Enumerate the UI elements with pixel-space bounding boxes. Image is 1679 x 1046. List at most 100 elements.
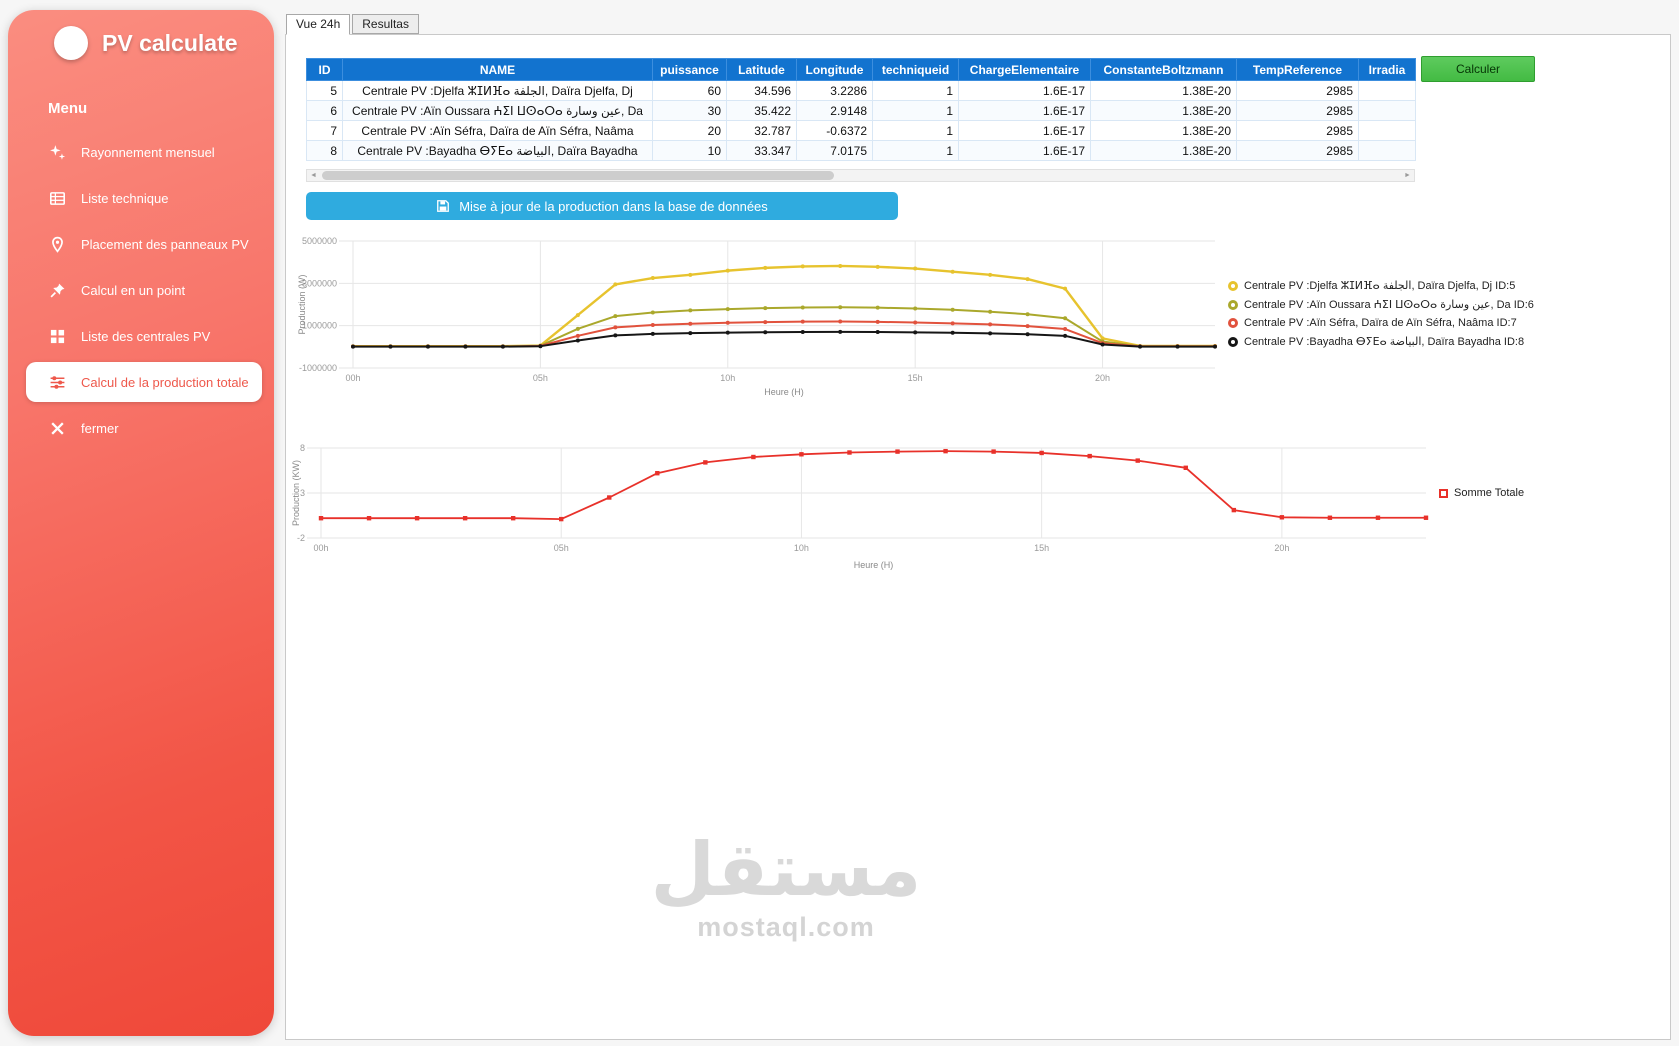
scroll-left-arrow-icon[interactable]: ◄ [310,172,317,179]
svg-text:15h: 15h [1034,543,1049,553]
column-header-longitude[interactable]: Longitude [796,58,873,81]
svg-text:-1000000: -1000000 [299,363,337,373]
table-cell: 1 [872,100,959,121]
table-row[interactable]: 6 Centrale PV :Aïn Oussara ⵄⵉⵏ ⵡⵙⴰⵔⴰ عين … [306,100,1416,121]
legend-item: Centrale PV :Bayadha ⴱⵢⴹⴰ البياضة, Daïra… [1228,335,1534,348]
sidebar-item-liste-des-centrales-pv[interactable]: Liste des centrales PV [8,313,274,359]
svg-text:10h: 10h [794,543,809,553]
sidebar-item-fermer[interactable]: fermer [8,405,274,451]
sidebar-item-calcul-de-la-production-totale[interactable]: Calcul de la production totale [26,362,262,402]
svg-text:8: 8 [300,443,305,453]
column-header-puissance[interactable]: puissance [652,58,727,81]
column-header-irradia[interactable]: Irradia [1358,58,1416,81]
table-horizontal-scrollbar[interactable]: ◄ ► [306,169,1415,182]
svg-text:Heure (H): Heure (H) [854,560,894,570]
table-cell: 5 [306,80,343,101]
table-cell [1358,100,1416,121]
table-cell: 1.38E-20 [1090,140,1237,161]
table-cell: 35.422 [726,100,797,121]
table-cell: 20 [652,120,727,141]
table-cell: 1.38E-20 [1090,80,1237,101]
table-row[interactable]: 5 Centrale PV :Djelfa ⵣⵊⵍⴼⴰ الجلفة, Daïra… [306,80,1416,101]
legend-label: Centrale PV :Djelfa ⵣⵊⵍⴼⴰ الجلفة, Daïra … [1244,280,1516,292]
table-cell: 1.38E-20 [1090,120,1237,141]
menu-header: Menu [48,100,88,117]
sidebar-item-calcul-en-un-point[interactable]: Calcul en un point [8,267,274,313]
svg-text:-2: -2 [297,533,305,543]
main-panel: ID NAME puissance Latitude Longitude techniqu… [285,34,1671,1040]
svg-text:20h: 20h [1274,543,1289,553]
svg-text:1000000: 1000000 [302,321,337,331]
sidebar-item-label: fermer [81,420,119,436]
svg-text:20h: 20h [1095,373,1110,383]
table-cell: 34.596 [726,80,797,101]
app-title: PV calculate [102,29,238,56]
table-cell: 60 [652,80,727,101]
table-cell [1358,80,1416,101]
table-cell: Centrale PV :Aïn Séfra, Daïra de Aïn Séf… [342,120,653,141]
tab-vue-24h[interactable]: Vue 24h [286,14,351,35]
sidebar-item-placement-des-panneaux-pv[interactable]: Placement des panneaux PV [8,221,274,267]
table-row[interactable]: 7 Centrale PV :Aïn Séfra, Daïra de Aïn Sé… [306,120,1416,141]
sidebar-item-rayonnement-mensuel[interactable]: Rayonnement mensuel [8,129,274,175]
column-header-chargeelementaire[interactable]: ChargeElementaire [958,58,1091,81]
centrales-table-wrap: ID NAME puissance Latitude Longitude techniqu… [306,58,1418,161]
pushpin-icon [48,282,66,299]
table-cell [1358,140,1416,161]
sliders-icon [48,374,66,391]
sidebar-menu: Rayonnement mensuel Liste technique Placem… [8,129,274,451]
table-cell: 1.38E-20 [1090,100,1237,121]
scrollbar-track[interactable] [320,170,1401,181]
table-cell: 32.787 [726,120,797,141]
watermark-arabic: مستقل [650,828,922,911]
circle-marker-icon [1228,336,1238,347]
svg-text:5000000: 5000000 [302,236,337,246]
svg-text:Production (W): Production (W) [297,274,307,334]
scrollbar-thumb[interactable] [322,171,834,180]
legend-label: Centrale PV :Aïn Séfra, Daïra de Aïn Séf… [1244,317,1517,329]
column-header-techniqueid[interactable]: techniqueid [872,58,959,81]
grid-icon [48,328,66,345]
table-cell: 7.0175 [796,140,873,161]
sidebar-item-liste-technique[interactable]: Liste technique [8,175,274,221]
table-cell: 33.347 [726,140,797,161]
svg-text:05h: 05h [554,543,569,553]
sidebar-item-label: Liste des centrales PV [81,328,211,344]
table-header-row: ID NAME puissance Latitude Longitude techniqu… [306,58,1416,81]
update-production-label: Mise à jour de la production dans la bas… [459,198,768,214]
scroll-right-arrow-icon[interactable]: ► [1404,172,1411,179]
column-header-tempreference[interactable]: TempReference [1236,58,1359,81]
circle-marker-icon [1228,280,1238,291]
svg-text:10h: 10h [720,373,735,383]
table-cell: 30 [652,100,727,121]
column-header-id[interactable]: ID [306,58,343,81]
calculer-button[interactable]: Calculer [1421,56,1535,82]
sidebar-item-label: Calcul de la production totale [81,374,249,390]
column-header-constanteboltzmann[interactable]: ConstanteBoltzmann [1090,58,1237,81]
table-cell: 2985 [1236,140,1359,161]
sidebar: PV calculate Menu Rayonnement mensuel Lis… [8,10,274,1036]
svg-text:Heure (H): Heure (H) [764,387,804,397]
watermark: مستقل mostaql.com [581,827,991,943]
column-header-name[interactable]: NAME [342,58,653,81]
table-cell: Centrale PV :Aïn Oussara ⵄⵉⵏ ⵡⵙⴰⵔⴰ عين و… [342,100,653,121]
legend-label: Somme Totale [1454,487,1525,499]
column-header-latitude[interactable]: Latitude [726,58,797,81]
legend-item: Centrale PV :Aïn Séfra, Daïra de Aïn Séf… [1228,317,1534,329]
map-pin-icon [48,236,66,253]
production-watts-plot: 5000000 3000000 1000000 -1000000 00h 05h 10h 15… [297,236,1217,397]
table-cell: 1.6E-17 [958,100,1091,121]
close-icon [48,420,66,437]
somme-totale-plot: 8 3 -2 00h 05h 10h 15h 20h Heure (H) Production (… [291,443,1429,570]
centrales-table: ID NAME puissance Latitude Longitude techniqu… [306,58,1416,161]
table-row[interactable]: 8 Centrale PV :Bayadha ⴱⵢⴹⴰ البياضة, Daïr… [306,140,1416,161]
table-cell: 2.9148 [796,100,873,121]
legend-label: Centrale PV :Aïn Oussara ⵄⵉⵏ ⵡⵙⴰⵔⴰ عين و… [1244,299,1534,311]
square-marker-icon [1439,488,1448,498]
sidebar-item-label: Placement des panneaux PV [81,236,249,252]
svg-text:15h: 15h [908,373,923,383]
svg-text:3: 3 [300,488,305,498]
sparkle-icon [48,144,66,161]
update-production-button[interactable]: Mise à jour de la production dans la bas… [306,192,898,220]
tab-resultas[interactable]: Resultas [352,14,419,34]
